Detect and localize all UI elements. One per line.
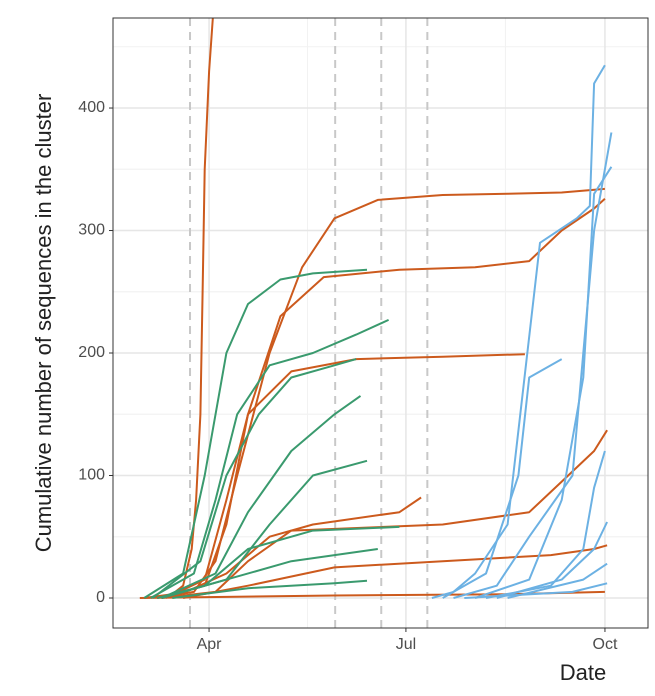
plot-lines — [139, 18, 613, 599]
series-line — [474, 166, 613, 599]
series-line — [464, 582, 608, 599]
series-line — [161, 197, 606, 599]
series-line — [152, 358, 357, 599]
x-axis-title: Date — [560, 660, 606, 685]
series-line — [431, 64, 606, 599]
series-line — [507, 562, 608, 599]
series-line — [453, 132, 613, 599]
series-line — [442, 358, 563, 599]
series-line — [150, 318, 390, 599]
x-tick-label: Apr — [197, 636, 223, 653]
series-line — [165, 353, 525, 599]
series-line — [161, 429, 608, 599]
series-line — [144, 18, 214, 599]
y-tick-label: 0 — [96, 589, 105, 606]
y-tick-label: 200 — [78, 344, 105, 361]
y-tick-label: 100 — [78, 467, 105, 484]
y-tick-label: 400 — [78, 99, 105, 116]
x-tick-label: Jul — [396, 636, 416, 653]
series-line — [161, 548, 378, 599]
series-line — [143, 268, 368, 599]
series-line — [172, 579, 368, 599]
series-line — [161, 395, 362, 599]
series-line — [496, 521, 609, 599]
y-axis-title: Cumulative number of sequences in the cl… — [31, 94, 56, 553]
series-line — [171, 496, 422, 599]
x-tick-label: Oct — [593, 636, 618, 653]
y-tick-label: 300 — [78, 222, 105, 239]
panel-border — [112, 17, 649, 629]
